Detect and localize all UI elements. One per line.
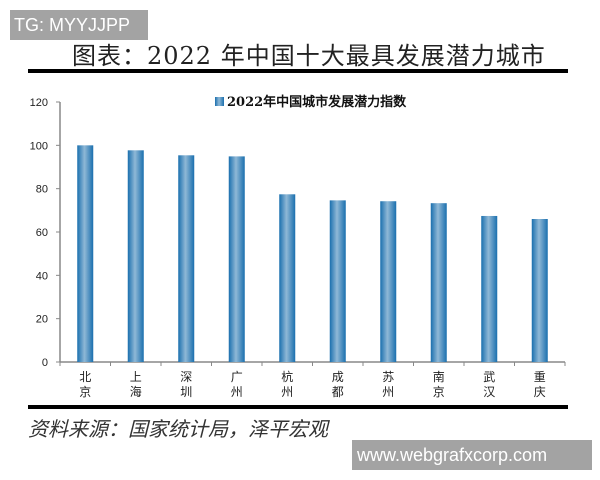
x-tick-label: 重庆 xyxy=(534,370,546,399)
bar-北京 xyxy=(77,145,94,362)
watermark-bottom: www.webgrafxcorp.com xyxy=(352,440,592,470)
bar-南京 xyxy=(430,203,447,362)
y-tick-label: 20 xyxy=(36,314,48,326)
x-tick-label: 苏州 xyxy=(382,370,394,399)
legend-label: 2022年中国城市发展潜力指数 xyxy=(227,94,407,110)
bar-深圳 xyxy=(178,155,195,362)
bar-广州 xyxy=(228,156,245,362)
x-tick-label: 南京 xyxy=(433,369,445,399)
legend-swatch xyxy=(215,97,224,106)
bar-武汉 xyxy=(481,215,498,362)
page-title: 图表：2022 年中国十大最具发展潜力城市 xyxy=(72,42,546,70)
title-divider xyxy=(28,69,568,73)
y-tick-label: 120 xyxy=(30,97,48,109)
bar-上海 xyxy=(127,150,144,362)
x-tick-label: 成都 xyxy=(332,370,344,399)
x-tick-label: 杭州 xyxy=(281,369,293,399)
y-tick-label: 0 xyxy=(42,357,48,369)
bar-成都 xyxy=(329,200,346,362)
chart-legend: 2022年中国城市发展潜力指数 xyxy=(215,94,407,110)
source-note: 资料来源：国家统计局，泽平宏观 xyxy=(28,417,328,441)
x-tick-label: 武汉 xyxy=(483,370,495,399)
y-tick-label: 60 xyxy=(36,227,48,239)
bar-杭州 xyxy=(279,194,296,362)
watermark-top: TG: MYYJJPP xyxy=(10,10,148,40)
bar-苏州 xyxy=(380,201,397,362)
bar-重庆 xyxy=(531,219,548,362)
y-tick-label: 100 xyxy=(30,140,48,152)
y-tick-label: 80 xyxy=(36,184,48,196)
x-tick-label: 北京 xyxy=(79,370,91,399)
x-tick-label: 广州 xyxy=(231,370,243,399)
y-tick-label: 40 xyxy=(36,270,48,282)
source-divider xyxy=(28,405,568,409)
x-tick-label: 深圳 xyxy=(180,370,192,399)
x-tick-label: 上海 xyxy=(130,370,142,399)
